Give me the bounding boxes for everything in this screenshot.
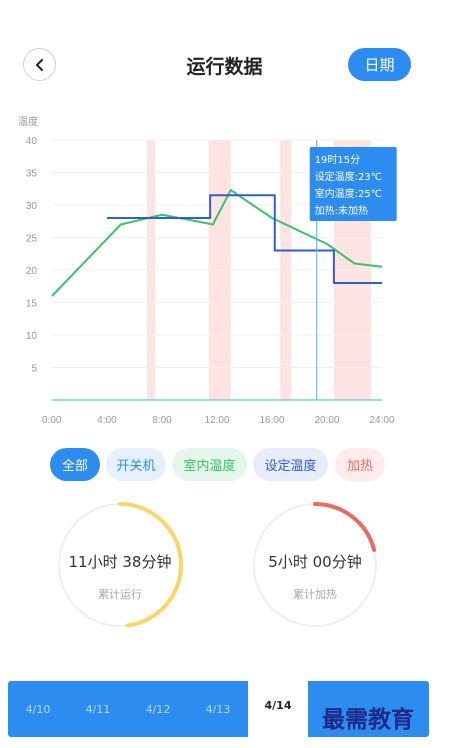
filter-chip[interactable]: 全部	[50, 448, 100, 481]
x-tick-label: 12:00	[204, 415, 229, 426]
ring-progress	[57, 502, 183, 628]
heat-time-stat: 5小时 00分钟累计加热	[250, 500, 380, 630]
y-tick-label: 20	[26, 266, 38, 277]
y-tick-label: 30	[26, 201, 38, 212]
x-tick-label: 24:00	[369, 415, 394, 426]
filter-chip[interactable]: 加热	[335, 448, 385, 481]
progress-ring	[252, 502, 378, 628]
date-tabbar: 4/10 4/11 4/12 4/13 4/14	[8, 673, 429, 737]
series-line	[51, 189, 383, 297]
x-tick-label: 16:00	[259, 415, 284, 426]
tooltip-line: 设定温度:23℃	[315, 170, 382, 183]
ring-progress	[252, 502, 378, 628]
x-tick-label: 20:00	[314, 415, 339, 426]
y-tick-label: 25	[26, 234, 38, 245]
x-tick-label: 8:00	[152, 415, 172, 426]
y-tick-label: 40	[26, 136, 38, 147]
stat-label: 累计运行	[98, 588, 142, 601]
series-line	[107, 194, 382, 284]
header: 运行数据 日期	[0, 0, 449, 130]
date-tab[interactable]: 4/11	[85, 702, 111, 716]
y-axis-label: 温度	[18, 115, 38, 128]
series-filters: 全部 开关机 室内温度 设定温度 加热	[0, 448, 449, 482]
chevron-left-icon	[35, 58, 43, 71]
progress-ring	[57, 502, 183, 628]
filter-chip[interactable]: 设定温度	[253, 448, 328, 481]
filter-chip[interactable]: 开关机	[106, 448, 166, 481]
date-tab[interactable]: 4/13	[205, 702, 231, 716]
y-tick-label: 5	[31, 364, 37, 375]
stat-value: 5小时 00分钟	[268, 553, 362, 571]
filter-chip[interactable]: 室内温度	[172, 448, 247, 481]
run-time-stat: 11小时 38分钟累计运行	[55, 500, 185, 630]
stat-value: 11小时 38分钟	[68, 553, 172, 571]
back-button[interactable]	[23, 48, 56, 81]
tooltip-line: 加热:未加热	[315, 204, 368, 217]
y-tick-label: 35	[26, 169, 38, 180]
stat-label: 累计加热	[293, 588, 337, 601]
watermark: 最需教育	[322, 706, 414, 733]
tooltip-box	[309, 147, 397, 221]
y-tick-label: 10	[26, 331, 38, 342]
date-button[interactable]: 日期	[348, 48, 411, 81]
date-tab[interactable]: 4/10	[25, 702, 51, 716]
page-title: 运行数据	[186, 56, 263, 78]
x-tick-label: 0:00	[42, 415, 62, 426]
x-tick-label: 4:00	[97, 415, 117, 426]
tooltip-line: 室内温度:25℃	[315, 187, 382, 200]
date-tab[interactable]: 4/14	[248, 673, 308, 737]
y-tick-label: 15	[26, 299, 38, 310]
temperature-chart: 5 10 15 20 25 30 35 40 温度 0:00 4:00 8:00 12:00 16:00 2…	[18, 115, 397, 426]
date-tab[interactable]: 4/12	[145, 702, 171, 716]
tooltip-line: 19时15分	[315, 154, 360, 166]
